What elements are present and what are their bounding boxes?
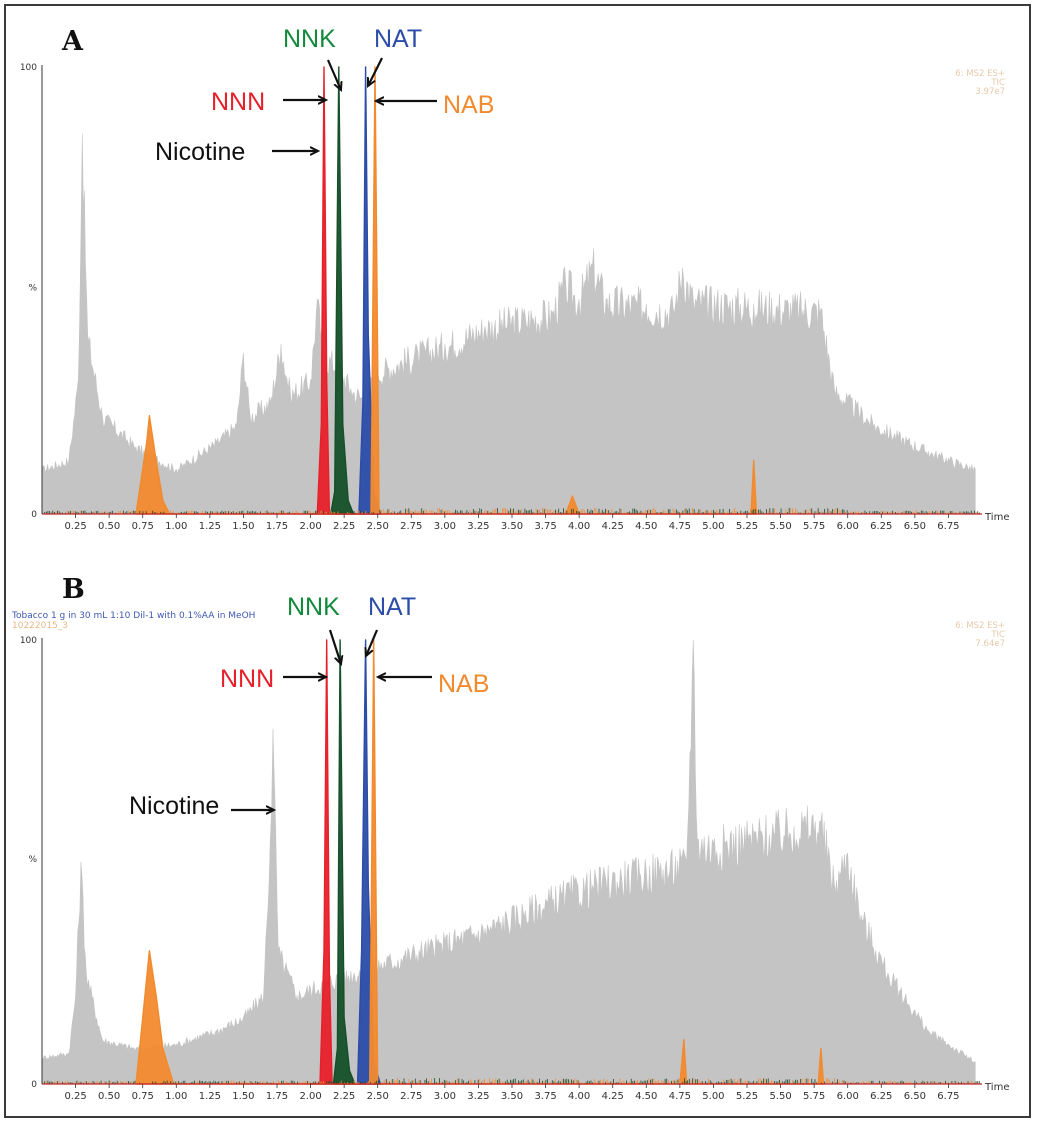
annotation-arrow-nat — [368, 57, 383, 86]
x-tick-label: 1.75 — [266, 1091, 288, 1102]
x-tick-label: 5.50 — [769, 521, 791, 532]
annotation-arrow-nnk — [326, 59, 341, 90]
x-tick-label: 3.50 — [501, 1091, 523, 1102]
annotation-nat: NAT — [368, 593, 416, 621]
series-tic — [41, 133, 976, 515]
x-tick-label: 6.50 — [904, 1091, 926, 1102]
panel-label: B — [62, 574, 85, 605]
annotation-nicotine: Nicotine — [129, 792, 219, 820]
x-tick-label: 3.75 — [534, 521, 556, 532]
x-tick-label: 4.50 — [635, 521, 657, 532]
baseline-noise — [44, 508, 980, 514]
annotation-nab: NAB — [438, 670, 489, 698]
x-tick-label: 4.00 — [568, 521, 590, 532]
x-tick-label: 1.25 — [199, 1091, 221, 1102]
x-tick-label: 1.50 — [232, 521, 254, 532]
x-tick-label: 4.50 — [635, 1091, 657, 1102]
x-tick-label: 1.00 — [165, 1091, 187, 1102]
x-tick-label: 0.25 — [64, 521, 86, 532]
figure-frame — [4, 4, 1031, 1118]
x-tick-label: 5.75 — [803, 1091, 825, 1102]
x-tick-label: 3.00 — [434, 521, 456, 532]
x-tick-label: 5.50 — [769, 1091, 791, 1102]
x-tick-label: 2.50 — [367, 1091, 389, 1102]
x-tick-label: 0.75 — [132, 1091, 154, 1102]
x-tick-label: 2.00 — [299, 521, 321, 532]
annotation-nnn: NNN — [211, 88, 265, 116]
y-tick-100: 100 — [20, 636, 37, 646]
x-tick-label: 3.00 — [434, 1091, 456, 1102]
x-tick-label: 6.75 — [937, 521, 959, 532]
y-tick-0: 0 — [31, 510, 37, 520]
x-tick-label: 5.25 — [736, 521, 758, 532]
annotation-arrow-nnk — [328, 629, 341, 664]
annotation-nnk: NNK — [283, 25, 336, 53]
trace-header-line: TIC — [990, 630, 1005, 640]
x-tick-label: 6.00 — [837, 1091, 859, 1102]
x-tick-label: 6.25 — [870, 1091, 892, 1102]
x-tick-label: 5.00 — [702, 1091, 724, 1102]
trace-header-line: 6: MS2 ES+ — [955, 69, 1005, 79]
x-tick-label: 1.25 — [199, 521, 221, 532]
trace-header-line: 7.64e7 — [975, 639, 1005, 649]
y-tick-0: 0 — [31, 1080, 37, 1090]
trace-header-line: 3.97e7 — [975, 87, 1005, 97]
annotation-nab: NAB — [443, 91, 494, 119]
x-tick-label: 6.25 — [870, 521, 892, 532]
y-tick-100: 100 — [20, 63, 37, 73]
x-tick-label: 2.75 — [400, 521, 422, 532]
x-tick-label: 4.75 — [669, 1091, 691, 1102]
x-tick-label: 6.00 — [837, 521, 859, 532]
series-nab — [135, 66, 758, 515]
x-tick-label: 6.50 — [904, 521, 926, 532]
chart-panel-b: 100% 0 0.25 0.50 0.75 1.00 1.25 1.50 1.75 2.00 2.2… — [11, 574, 1009, 1102]
x-axis-label: Time — [984, 1082, 1009, 1093]
trace-header-line: 6: MS2 ES+ — [955, 621, 1005, 631]
x-tick-label: 1.00 — [165, 521, 187, 532]
x-tick-label: 2.00 — [299, 1091, 321, 1102]
x-tick-label: 2.50 — [367, 521, 389, 532]
x-tick-label: 3.25 — [467, 521, 489, 532]
annotation-arrow-nat — [366, 629, 379, 656]
annotation-nat: NAT — [374, 25, 422, 53]
x-tick-label: 3.25 — [467, 1091, 489, 1102]
y-axis-label: % — [28, 855, 37, 865]
x-tick-label: 5.25 — [736, 1091, 758, 1102]
x-tick-label: 4.75 — [669, 521, 691, 532]
annotation-nnn: NNN — [220, 665, 274, 693]
x-tick-label: 4.25 — [602, 521, 624, 532]
x-tick-label: 3.75 — [534, 1091, 556, 1102]
sample-caption-line: Tobacco 1 g in 30 mL 1:10 Dil-1 with 0.1… — [11, 611, 255, 621]
annotation-nicotine: Nicotine — [155, 138, 245, 166]
x-tick-label: 2.25 — [333, 521, 355, 532]
series-tic — [41, 639, 976, 1085]
x-tick-label: 6.75 — [937, 1091, 959, 1102]
chart-panel-a: 100% 0 0.25 0.50 0.75 1.00 1.25 1.50 1.75 2.00 2.2… — [20, 25, 1010, 532]
x-tick-label: 0.75 — [132, 521, 154, 532]
x-axis-label: Time — [984, 512, 1009, 523]
x-tick-label: 2.25 — [333, 1091, 355, 1102]
annotation-nnk: NNK — [287, 593, 340, 621]
x-tick-label: 5.00 — [702, 521, 724, 532]
x-tick-label: 0.50 — [98, 1091, 120, 1102]
x-tick-label: 3.50 — [501, 521, 523, 532]
sample-caption-line: 10222015_3 — [12, 621, 68, 631]
x-tick-label: 4.00 — [568, 1091, 590, 1102]
x-tick-label: 0.25 — [64, 1091, 86, 1102]
x-tick-label: 5.75 — [803, 521, 825, 532]
x-tick-label: 4.25 — [602, 1091, 624, 1102]
x-tick-label: 1.50 — [232, 1091, 254, 1102]
x-tick-label: 0.50 — [98, 521, 120, 532]
x-tick-label: 1.75 — [266, 521, 288, 532]
y-axis-label: % — [28, 284, 37, 294]
trace-header-line: TIC — [990, 78, 1005, 88]
x-tick-label: 2.75 — [400, 1091, 422, 1102]
panel-label: A — [61, 26, 84, 57]
